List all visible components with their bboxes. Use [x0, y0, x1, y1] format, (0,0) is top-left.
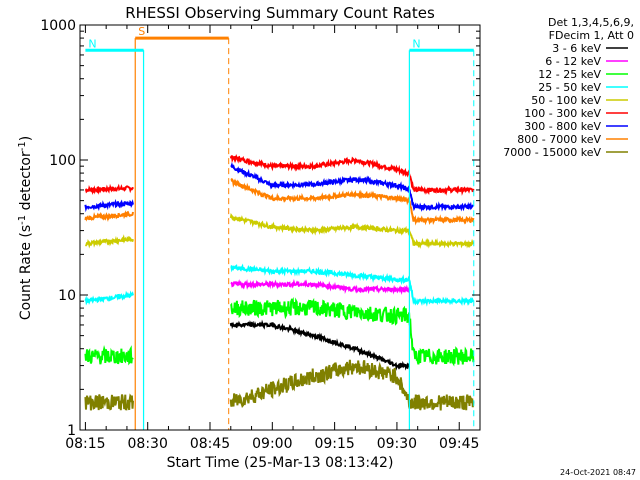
y-tick-label-0: 1: [67, 423, 76, 439]
series-line-5-seg-1: [230, 278, 410, 295]
legend: Det 1,3,4,5,6,9, FDecim 1, Att 0 3 - 6 k…: [503, 16, 634, 159]
chart-title: RHESSI Observing Summary Count Rates: [125, 4, 435, 22]
y-axis-label-main: Count Rate (s: [18, 225, 34, 320]
y-axis-label-sup2: -1: [17, 141, 28, 151]
legend-header-line-2: FDecim 1, Att 0: [549, 29, 634, 42]
footer-timestamp: 24-Oct-2021 08:47: [560, 468, 636, 477]
y-axis: 1 10 100 1000: [40, 18, 480, 439]
x-tick-label-0: 08:15: [65, 436, 105, 452]
y-axis-label: Count Rate (s-1 detector-1): [17, 136, 34, 320]
series-line-6-seg-0: [84, 345, 134, 366]
y-axis-label-end: ): [18, 136, 34, 141]
legend-label-6: 300 - 800 keV: [524, 120, 601, 133]
plot-frame: [79, 24, 481, 431]
legend-label-1: 6 - 12 keV: [545, 55, 601, 68]
x-tick-label-1: 08:30: [128, 436, 168, 452]
legend-label-2: 12 - 25 keV: [538, 68, 601, 81]
x-tick-label-3: 09:00: [252, 436, 292, 452]
legend-label-8: 7000 - 15000 keV: [503, 146, 601, 159]
y-axis-label-sup1: -1: [17, 215, 28, 225]
series-line-8-seg-1: [229, 359, 475, 411]
plot-area: SN N: [84, 25, 475, 430]
series-line-2-seg-0: [84, 210, 134, 223]
x-axis: 08:15 08:30 08:45 09:00 09:15 09:30 09:45: [65, 25, 481, 452]
y-axis-label-mid: detector: [18, 151, 34, 215]
legend-label-0: 3 - 6 keV: [552, 42, 601, 55]
legend-label-4: 50 - 100 keV: [531, 94, 601, 107]
y-tick-label-2: 100: [49, 153, 76, 169]
series-line-3-seg-0: [84, 234, 134, 249]
series-line-0-seg-0: [84, 183, 134, 195]
flag-label-0: S: [138, 25, 145, 38]
series-line-4-seg-1: [230, 263, 475, 307]
legend-label-5: 100 - 300 keV: [524, 107, 601, 120]
series-line-4-seg-0: [84, 290, 134, 306]
flag-label-2: N: [412, 37, 420, 50]
series-line-1-seg-0: [84, 198, 134, 213]
series-line-0-seg-1: [229, 154, 475, 196]
legend-label-7: 800 - 7000 keV: [517, 133, 601, 146]
x-tick-label-4: 09:15: [314, 436, 354, 452]
x-tick-label-2: 08:45: [190, 436, 230, 452]
x-tick-label-5: 09:30: [377, 436, 417, 452]
series-line-2-seg-1: [230, 178, 475, 226]
y-tick-label-1: 10: [58, 288, 76, 304]
flag-label-1: N: [88, 37, 96, 50]
legend-header-line-1: Det 1,3,4,5,6,9,: [548, 16, 634, 29]
x-tick-label-6: 09:45: [439, 436, 479, 452]
y-tick-label-3: 1000: [40, 18, 76, 34]
series-line-7-seg-1: [229, 319, 411, 371]
series-line-3-seg-1: [229, 212, 475, 249]
x-axis-label: Start Time (25-Mar-13 08:13:42): [167, 455, 394, 471]
series-line-8-seg-0: [84, 393, 134, 411]
legend-label-3: 25 - 50 keV: [538, 81, 601, 94]
series-line-6-seg-1: [230, 297, 475, 367]
series-line-1-seg-1: [230, 162, 475, 213]
